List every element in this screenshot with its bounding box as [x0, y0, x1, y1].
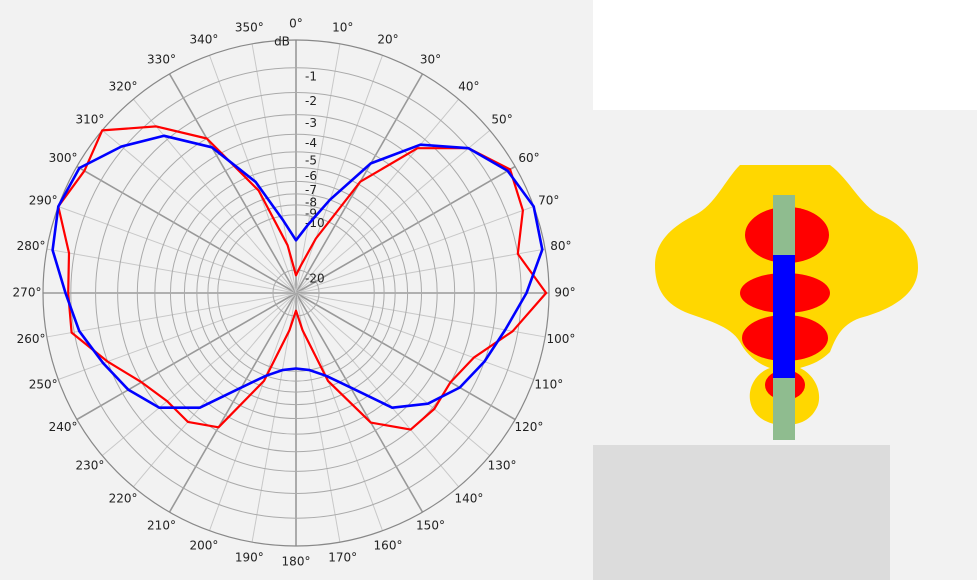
radial-tick-label: -4	[305, 136, 317, 150]
angle-tick-label: 40°	[458, 79, 479, 93]
angle-tick-label: 90°	[554, 286, 575, 300]
angle-tick-label: 270°	[13, 286, 42, 300]
angle-tick-label: 280°	[17, 239, 46, 253]
angle-tick-label: 230°	[75, 458, 104, 472]
screen: 0° 10° 20° 30° 40° 50° 60° 70° 80° 90° 100° 110° 120…	[0, 0, 977, 580]
angle-tick-label: 290°	[29, 193, 58, 207]
angle-tick-label: 0°	[289, 17, 303, 31]
angle-tick-label: 50°	[491, 113, 512, 127]
angle-tick-label: 120°	[515, 420, 544, 434]
radial-tick-label: -1	[305, 69, 317, 83]
angle-tick-label: 260°	[17, 332, 46, 346]
angle-tick-label: 110°	[534, 378, 563, 392]
angle-tick-label: 80°	[550, 239, 571, 253]
angle-tick-label: 320°	[109, 79, 138, 93]
radial-tick-label: -20	[305, 272, 325, 286]
radial-tick-label: -6	[305, 169, 317, 183]
angle-tick-label: 30°	[420, 53, 441, 67]
angle-tick-label: 170°	[328, 550, 357, 564]
angle-tick-label: 300°	[49, 151, 78, 165]
angle-tick-label: 140°	[454, 492, 483, 506]
angle-tick-label: 250°	[29, 378, 58, 392]
angle-tick-label: 240°	[49, 420, 78, 434]
antenna-feed	[773, 255, 795, 378]
angle-tick-label: 60°	[518, 151, 539, 165]
angle-tick-label: 70°	[538, 193, 559, 207]
angle-tick-label: 210°	[147, 518, 176, 532]
radial-tick-label: -2	[305, 94, 317, 108]
angle-tick-label: 330°	[147, 53, 176, 67]
angle-tick-label: 350°	[235, 21, 264, 35]
radial-tick-label: -3	[305, 116, 317, 130]
angle-tick-label: 220°	[109, 492, 138, 506]
angle-tick-label: 160°	[374, 538, 403, 552]
angle-tick-label: 340°	[190, 33, 219, 47]
radial-tick-label: -5	[305, 153, 317, 167]
ground-plane	[593, 445, 890, 580]
angle-tick-label: 180°	[282, 555, 311, 569]
chart: 0° 10° 20° 30° 40° 50° 60° 70° 80° 90° 100° 110° 120…	[0, 0, 977, 580]
axis-label: dB	[274, 35, 290, 49]
angle-tick-label: 200°	[190, 538, 219, 552]
angle-tick-label: 10°	[332, 21, 353, 35]
angle-tick-label: 190°	[235, 550, 264, 564]
angle-tick-label: 130°	[488, 458, 517, 472]
angle-tick-label: 100°	[546, 332, 575, 346]
angle-tick-label: 150°	[416, 518, 445, 532]
angle-tick-label: 310°	[75, 113, 104, 127]
angle-tick-label: 20°	[377, 33, 398, 47]
